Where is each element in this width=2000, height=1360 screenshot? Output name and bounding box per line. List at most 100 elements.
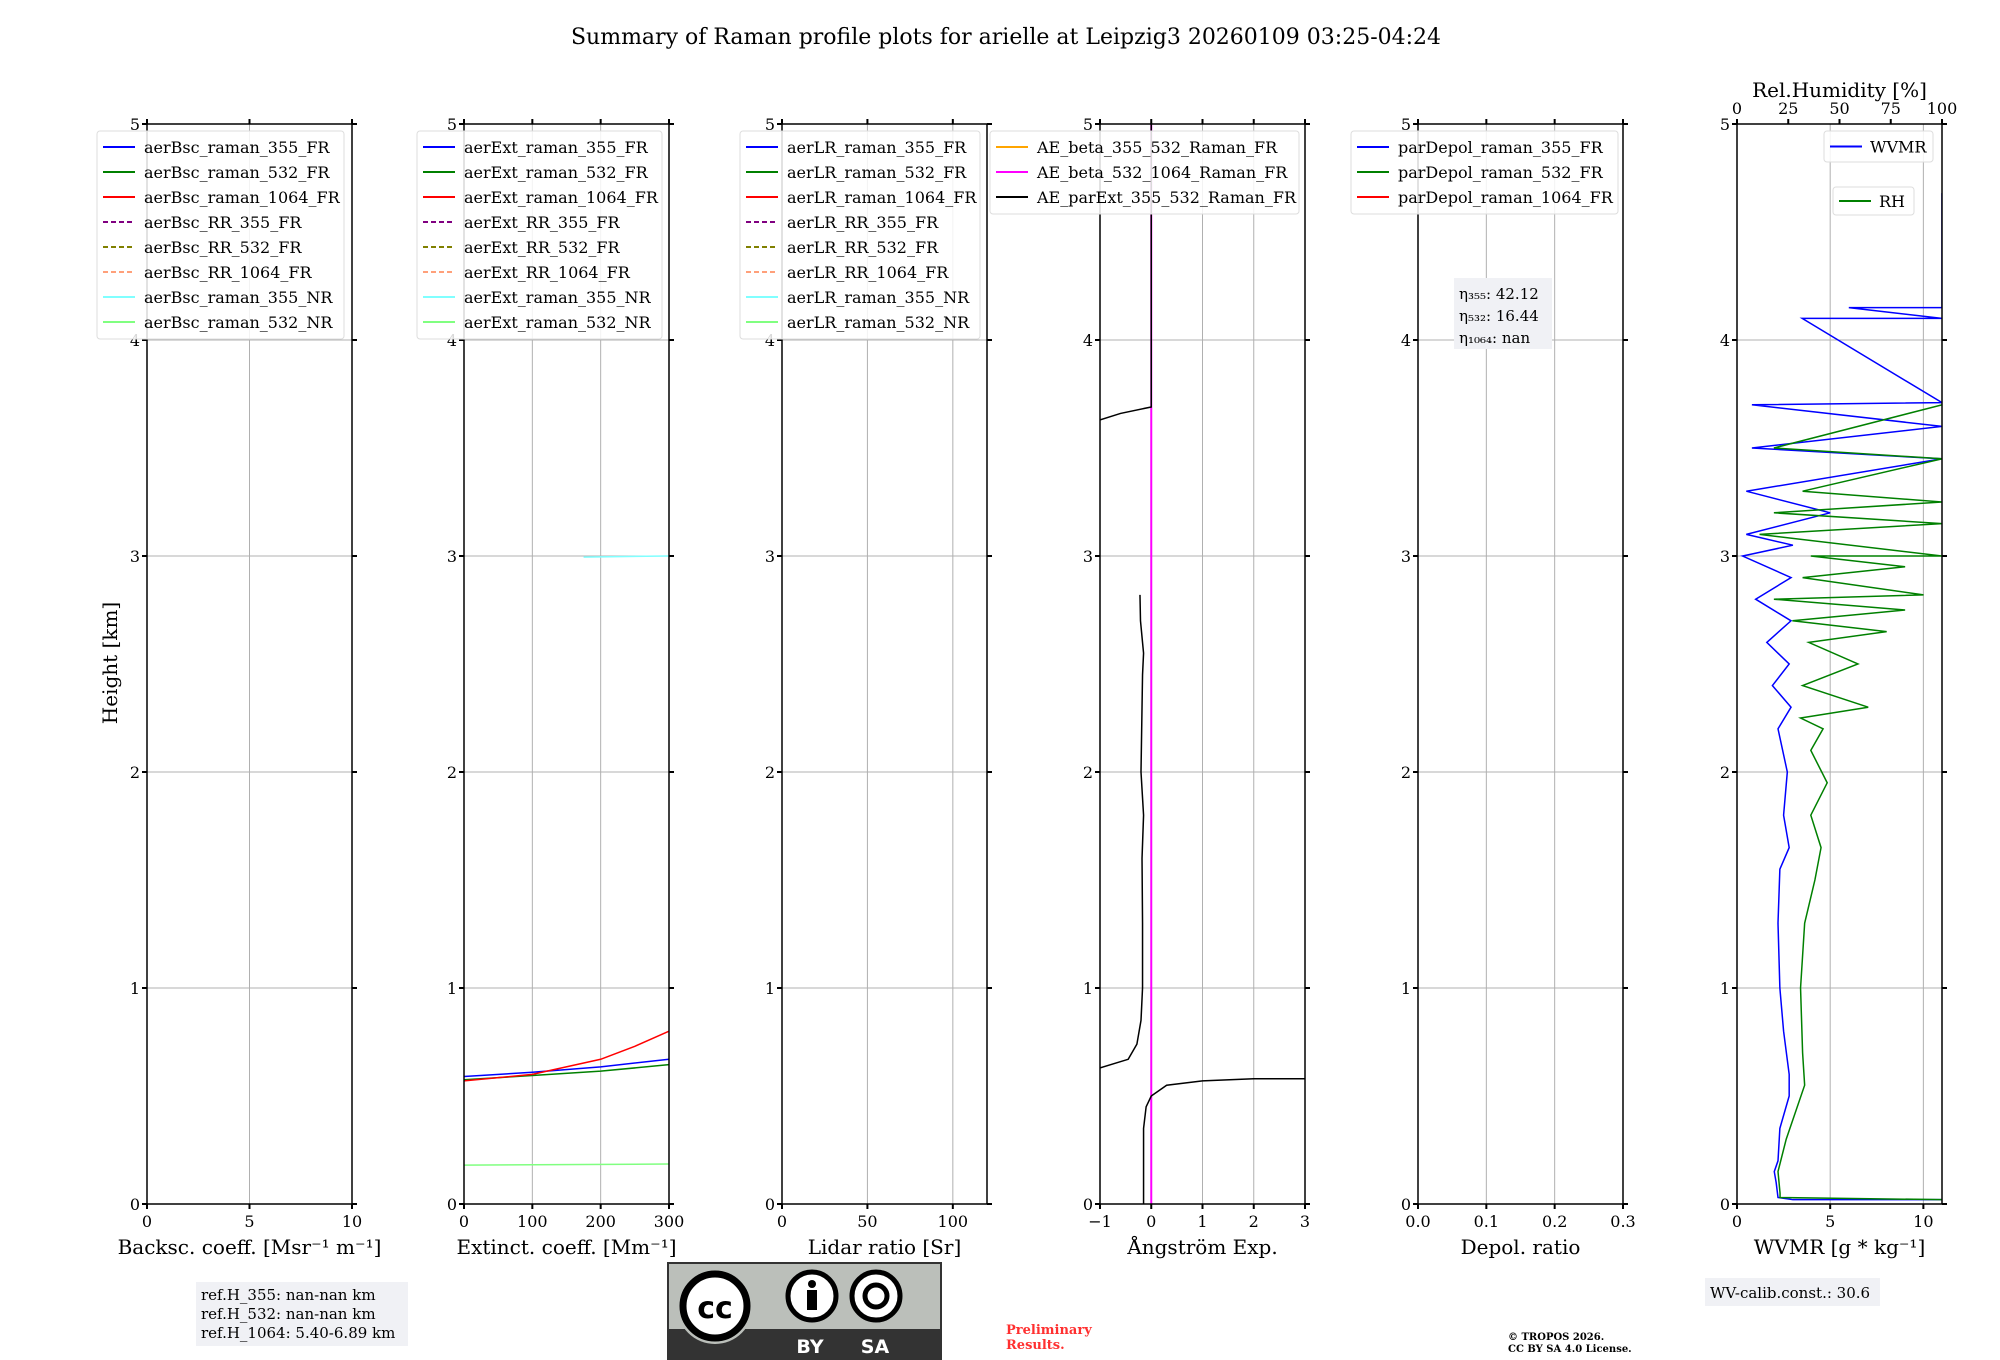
y-tick-label: 1 [1083, 979, 1093, 998]
legend-label: parDepol_raman_1064_FR [1398, 188, 1614, 207]
x-tick-label: −1 [1088, 1212, 1112, 1231]
legend-label: aerLR_RR_532_FR [787, 238, 939, 257]
x-axis-label: WVMR [g * kg⁻¹] [1754, 1235, 1926, 1259]
legend-RH: RH [1832, 186, 1915, 216]
legend-WVMR: WVMR [1823, 130, 1934, 163]
eta-value: η₃₅₅: 42.12 [1459, 285, 1539, 303]
legend-label: aerExt_raman_355_FR [464, 138, 649, 157]
series-line-aerExt_raman_1064_FR [464, 1030, 669, 1082]
x-tick-label: 0.0 [1405, 1212, 1430, 1231]
legend-label: parDepol_raman_355_FR [1398, 138, 1604, 157]
y-tick-label: 0 [1720, 1195, 1730, 1214]
figure-title: Summary of Raman profile plots for ariel… [571, 25, 1441, 50]
x-tick-label: 3 [1300, 1212, 1310, 1231]
x-tick-label: 0.1 [1474, 1212, 1499, 1231]
copyright-line1: © TROPOS 2026. [1508, 1332, 1604, 1343]
series-line-aerExt_raman_532_NR [464, 1163, 669, 1166]
axes-frame [781, 123, 988, 1205]
legend-label: aerLR_RR_1064_FR [787, 263, 949, 282]
y-tick-label: 0 [1083, 1195, 1093, 1214]
top-x-tick-label: 100 [1927, 99, 1958, 118]
x-tick-label: 100 [938, 1212, 969, 1231]
y-tick-label: 4 [1083, 331, 1093, 350]
y-tick-label: 0 [765, 1195, 775, 1214]
y-tick-label: 1 [1720, 979, 1730, 998]
y-tick-label: 2 [1083, 763, 1093, 782]
legend-label: aerBsc_RR_1064_FR [144, 263, 313, 282]
x-axis-label: Depol. ratio [1461, 1235, 1581, 1259]
legend: aerBsc_raman_355_FR aerBsc_raman_532_FRae… [96, 130, 345, 340]
eta-value: η₅₃₂: 16.44 [1459, 307, 1539, 325]
y-tick-label: 1 [1401, 979, 1411, 998]
legend-label: aerLR_raman_355_NR [787, 288, 970, 307]
legend-label: aerExt_RR_355_FR [464, 213, 621, 232]
legend-label: aerExt_raman_532_FR [464, 163, 649, 182]
y-tick-label: 5 [130, 115, 140, 134]
x-tick-label: 2 [1249, 1212, 1259, 1231]
y-tick-label: 5 [1720, 115, 1730, 134]
y-tick-label: 0 [447, 1195, 457, 1214]
x-tick-label: 300 [654, 1212, 685, 1231]
share-alike-icon [849, 1269, 903, 1323]
y-tick-label: 4 [765, 331, 775, 350]
y-tick-label: 3 [447, 547, 457, 566]
y-tick-label: 3 [1083, 547, 1093, 566]
y-tick-label: 4 [447, 331, 457, 350]
top-x-tick-label: 0 [1732, 99, 1742, 118]
legend-label: aerBsc_raman_1064_FR [144, 188, 341, 207]
wv-calib-box [1705, 1278, 1880, 1306]
axes-frame [1736, 123, 1943, 1205]
x-tick-label: 0 [142, 1212, 152, 1231]
y-tick-label: 2 [1720, 763, 1730, 782]
y-tick-label: 5 [1401, 115, 1411, 134]
axes-frame [463, 123, 670, 1205]
legend-label: aerExt_raman_355_NR [464, 288, 652, 307]
legend-label: parDepol_raman_532_FR [1398, 163, 1604, 182]
legend-label: aerLR_raman_532_NR [787, 313, 970, 332]
y-tick-label: 2 [130, 763, 140, 782]
series-line-AE_parExt_355_532_Raman_FR [1100, 124, 1152, 421]
legend-label: RH [1879, 192, 1905, 211]
y-tick-label: 5 [447, 115, 457, 134]
series-line-RH [1759, 404, 1942, 1201]
legend-label: aerBsc_RR_355_FR [144, 213, 302, 232]
legend-label: aerExt_RR_532_FR [464, 238, 621, 257]
x-tick-label: 100 [517, 1212, 548, 1231]
y-tick-label: 3 [1401, 547, 1411, 566]
ref-height-1064: ref.H_1064: 5.40-6.89 km [201, 1324, 395, 1342]
panel-2: 0 1 2 3 4 5 0 100 200 300 Extinct. coeff. [Mm⁻¹] ae… [416, 115, 685, 1259]
top-x-tick-label: 25 [1778, 99, 1798, 118]
cc-icon: cc [697, 1291, 733, 1326]
x-tick-label: 0.2 [1542, 1212, 1567, 1231]
legend-label: AE_beta_355_532_Raman_FR [1036, 138, 1278, 157]
x-axis-label: Ångström Exp. [1126, 1234, 1277, 1259]
eta-value: η₁₀₆₄: nan [1459, 329, 1530, 347]
ref-height-355: ref.H_355: nan-nan km [201, 1286, 376, 1304]
x-tick-label: 0.3 [1610, 1212, 1635, 1231]
legend-label: aerLR_RR_355_FR [787, 213, 939, 232]
legend: parDepol_raman_355_FR parDepol_raman_532_… [1350, 130, 1619, 215]
legend-label: aerLR_raman_1064_FR [787, 188, 977, 207]
top-x-tick-label: 50 [1829, 99, 1849, 118]
legend-label: aerLR_raman_355_FR [787, 138, 967, 157]
y-tick-label: 4 [130, 331, 140, 350]
x-tick-label: 5 [1825, 1212, 1835, 1231]
legend: aerExt_raman_355_FR aerExt_raman_532_FRae… [416, 130, 663, 340]
legend-label: aerBsc_raman_355_FR [144, 138, 330, 157]
y-tick-label: 3 [765, 547, 775, 566]
by-label: BY [796, 1336, 823, 1358]
y-tick-label: 3 [130, 547, 140, 566]
x-tick-label: 0 [1146, 1212, 1156, 1231]
y-tick-label: 5 [765, 115, 775, 134]
series-line-aerExt_raman_355_FR [464, 1058, 669, 1078]
legend-label: aerExt_raman_1064_FR [464, 188, 659, 207]
ref-height-532: ref.H_532: nan-nan km [201, 1305, 376, 1323]
legend: aerLR_raman_355_FR aerLR_raman_532_FR aerL… [739, 130, 981, 340]
panel-1: 0 1 2 3 4 5 0 5 10 Backsc. coeff. [Msr⁻¹ m⁻¹] aerB… [96, 115, 381, 1259]
legend-label: WVMR [1870, 138, 1927, 157]
series-line-WVMR [1740, 193, 1942, 1201]
cc-by-sa-license-logo: cc BY SA [667, 1262, 942, 1360]
